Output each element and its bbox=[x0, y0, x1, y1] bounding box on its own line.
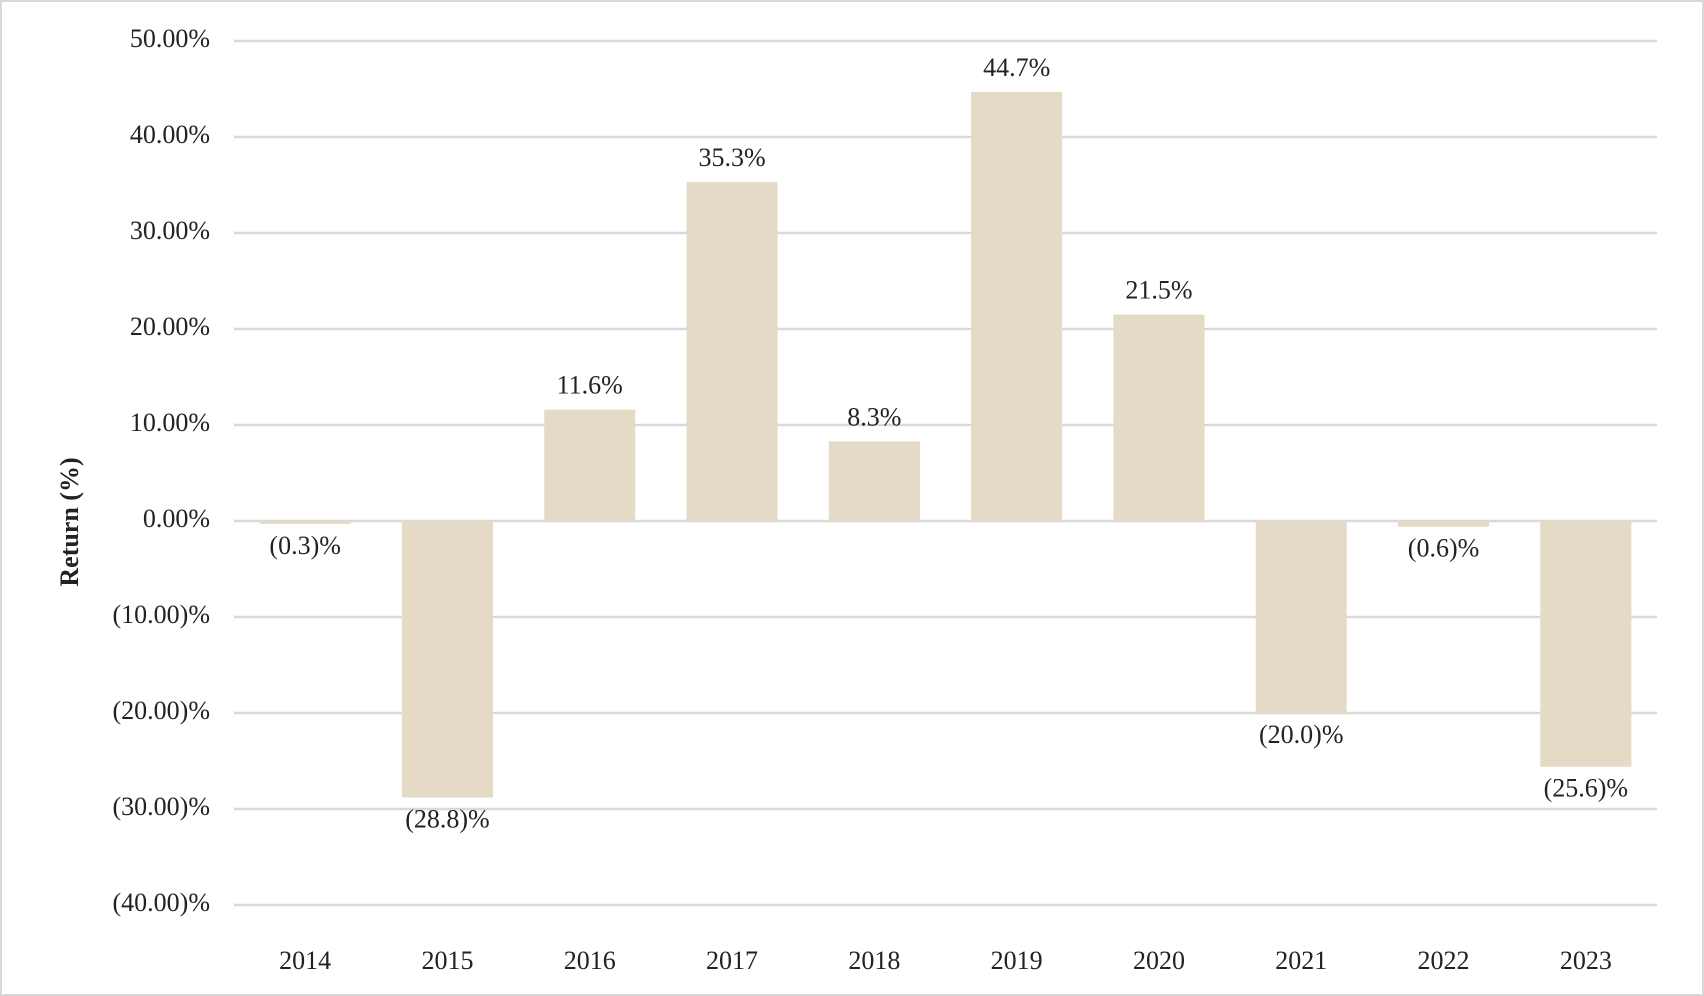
data-label: 35.3% bbox=[698, 143, 765, 172]
data-label: 44.7% bbox=[983, 53, 1050, 82]
bar bbox=[1113, 314, 1205, 521]
data-label: 21.5% bbox=[1125, 276, 1192, 305]
bar bbox=[828, 441, 920, 521]
bar bbox=[686, 182, 778, 521]
y-tick-label: 10.00% bbox=[130, 408, 210, 437]
bar bbox=[1540, 521, 1632, 767]
x-tick-label: 2015 bbox=[421, 946, 473, 975]
data-label: 8.3% bbox=[847, 402, 901, 431]
bar bbox=[544, 409, 636, 521]
x-tick-label: 2021 bbox=[1275, 946, 1327, 975]
bar bbox=[971, 91, 1063, 521]
data-label: (0.6)% bbox=[1408, 534, 1479, 563]
x-tick-label: 2014 bbox=[279, 946, 331, 975]
y-axis-label: Return (%) bbox=[55, 457, 84, 586]
y-tick-label: 30.00% bbox=[130, 216, 210, 245]
bar bbox=[1255, 521, 1347, 713]
y-tick-label: (10.00)% bbox=[113, 600, 210, 629]
bar bbox=[401, 521, 493, 798]
y-tick-label: 40.00% bbox=[130, 120, 210, 149]
data-label: (28.8)% bbox=[405, 804, 489, 833]
y-tick-label: (20.00)% bbox=[113, 696, 210, 725]
x-tick-label: 2017 bbox=[706, 946, 758, 975]
x-tick-label: 2023 bbox=[1560, 946, 1612, 975]
data-label: 11.6% bbox=[557, 371, 623, 400]
y-tick-label: (40.00)% bbox=[113, 888, 210, 917]
x-tick-label: 2022 bbox=[1418, 946, 1470, 975]
bar bbox=[259, 521, 351, 524]
data-label: (25.6)% bbox=[1544, 774, 1628, 803]
y-tick-label: 20.00% bbox=[130, 312, 210, 341]
x-tick-label: 2019 bbox=[991, 946, 1043, 975]
y-tick-label: 0.00% bbox=[143, 504, 210, 533]
data-label: (20.0)% bbox=[1259, 720, 1343, 749]
data-label: (0.3)% bbox=[269, 531, 340, 560]
x-tick-label: 2018 bbox=[848, 946, 900, 975]
y-tick-label: (30.00)% bbox=[113, 792, 210, 821]
x-tick-label: 2016 bbox=[564, 946, 616, 975]
bar bbox=[1398, 521, 1490, 527]
x-tick-label: 2020 bbox=[1133, 946, 1185, 975]
y-tick-label: 50.00% bbox=[130, 24, 210, 53]
